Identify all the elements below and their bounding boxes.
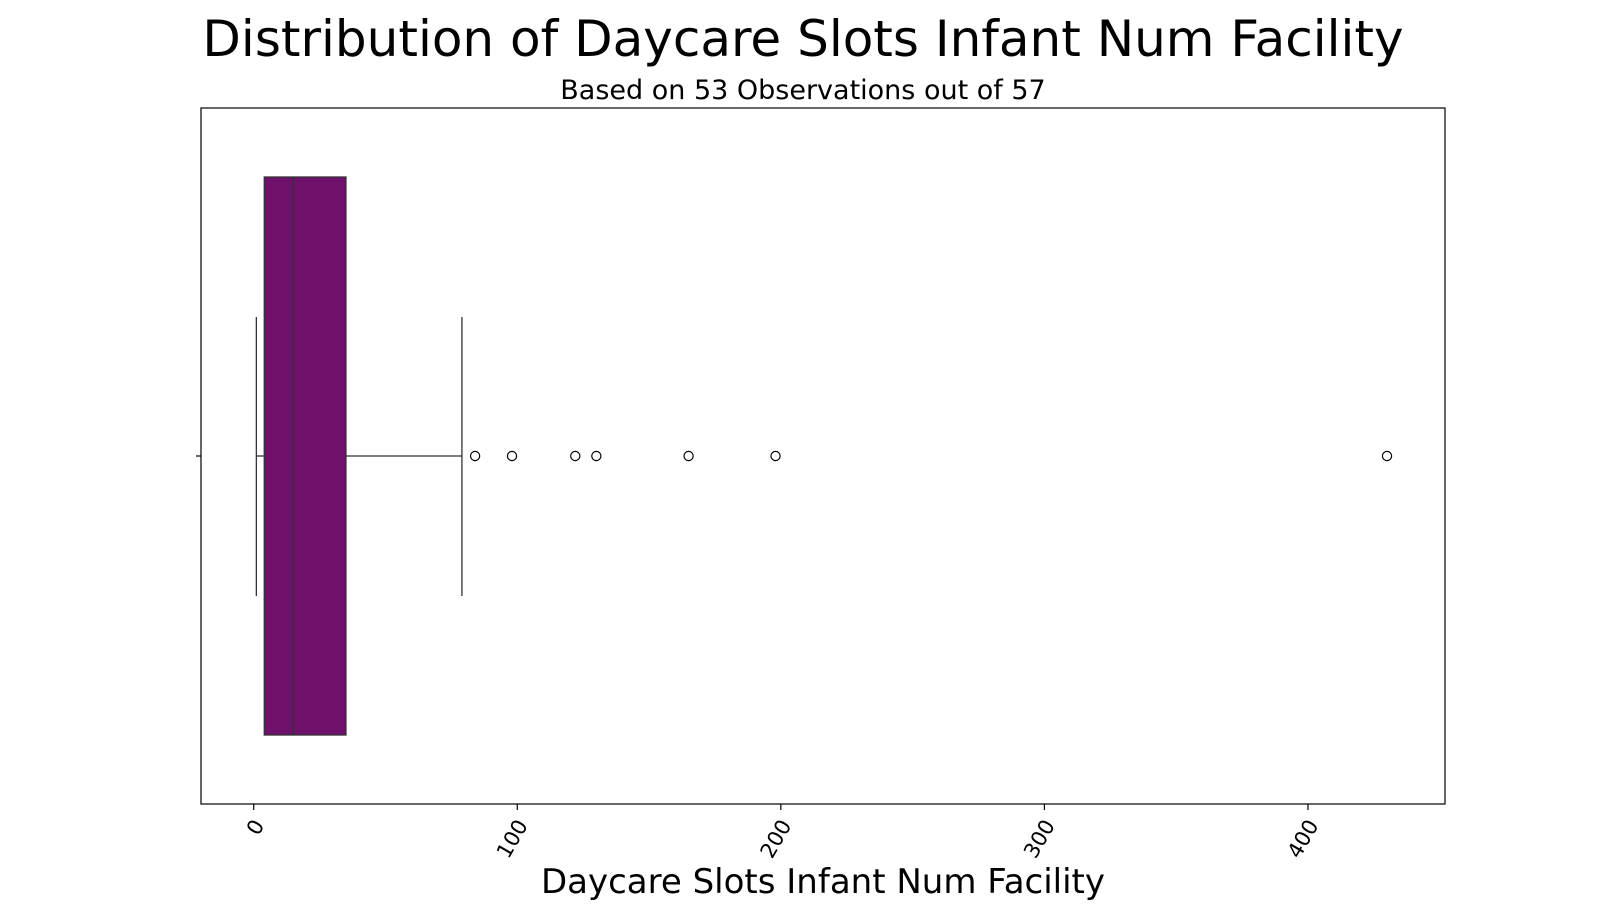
x-tick-label: 200 <box>756 816 797 863</box>
x-tick-label: 300 <box>1019 816 1060 863</box>
chart-subtitle: Based on 53 Observations out of 57 <box>560 75 1045 106</box>
outlier-point <box>506 450 518 462</box>
outlier-point <box>770 450 781 462</box>
x-axis-label: Daycare Slots Infant Num Facility <box>541 862 1105 900</box>
iqr-box <box>263 176 347 736</box>
x-tick-label: 0 <box>242 816 269 840</box>
x-tick-label: 400 <box>1283 816 1324 863</box>
x-tick-label: 100 <box>492 816 533 863</box>
chart-title: Distribution of Daycare Slots Infant Num… <box>202 10 1403 68</box>
x-axis-ticks: 0 100 200 300 400 <box>242 804 1324 863</box>
data-marks <box>255 176 1393 736</box>
outlier-point <box>683 450 694 462</box>
outlier-point <box>469 450 481 462</box>
outlier-point <box>591 450 602 462</box>
outlier-point <box>1381 450 1393 462</box>
outlier-point <box>570 450 581 462</box>
